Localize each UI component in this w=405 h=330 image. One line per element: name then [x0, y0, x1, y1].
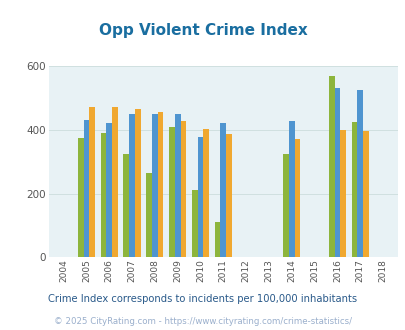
Bar — [169, 127, 175, 257]
Text: Opp Violent Crime Index: Opp Violent Crime Index — [98, 23, 307, 38]
Bar — [334, 88, 339, 257]
Bar — [175, 114, 180, 257]
Bar — [192, 190, 197, 257]
Text: Crime Index corresponds to incidents per 100,000 inhabitants: Crime Index corresponds to incidents per… — [48, 294, 357, 304]
Bar — [106, 123, 112, 257]
Bar — [356, 90, 362, 257]
Bar — [328, 76, 334, 257]
Bar — [180, 121, 186, 257]
Bar — [220, 123, 226, 257]
Bar — [123, 154, 129, 257]
Bar — [89, 108, 95, 257]
Bar — [288, 121, 294, 257]
Bar — [283, 154, 288, 257]
Bar — [351, 122, 356, 257]
Bar — [362, 131, 368, 257]
Bar — [203, 128, 209, 257]
Bar — [146, 173, 151, 257]
Bar — [157, 112, 163, 257]
Bar — [112, 107, 117, 257]
Bar — [226, 134, 231, 257]
Bar — [197, 137, 203, 257]
Bar — [134, 109, 140, 257]
Bar — [83, 120, 89, 257]
Bar — [339, 130, 345, 257]
Bar — [129, 115, 134, 257]
Bar — [78, 138, 83, 257]
Bar — [151, 114, 157, 257]
Text: © 2025 CityRating.com - https://www.cityrating.com/crime-statistics/: © 2025 CityRating.com - https://www.city… — [54, 317, 351, 326]
Bar — [214, 222, 220, 257]
Bar — [100, 133, 106, 257]
Bar — [294, 139, 300, 257]
